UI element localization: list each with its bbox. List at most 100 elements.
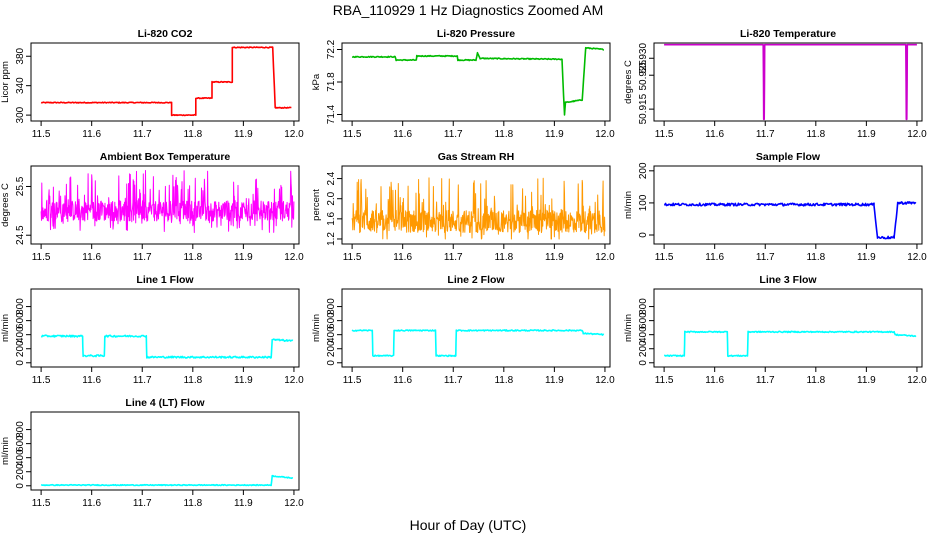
panel-4-title: Ambient Box Temperature (100, 151, 231, 163)
panel-5-ytick-label: 2.0 (326, 191, 337, 205)
panel-3-ytick-label: 50.925 (638, 59, 649, 90)
panel-5-xtick-label: 11.7 (444, 252, 463, 263)
panel-4-ytick-label: 25.5 (15, 176, 26, 196)
panel-6-xtick-label: 11.7 (756, 252, 775, 263)
panel-4-frame (30, 165, 300, 245)
panel-2-title: Li-820 Pressure (437, 28, 515, 40)
panel-7-xtick-label: 12.0 (284, 375, 304, 386)
panel-10-title: Line 4 (LT) Flow (125, 397, 205, 409)
panel-3-xtick-label: 11.9 (857, 129, 876, 140)
panel-3-xtick-label: 11.6 (705, 129, 724, 140)
panel-4-series-line (40, 170, 295, 233)
panel-2-xtick-label: 11.7 (444, 129, 463, 140)
panel-9-ylabel: ml/min (623, 314, 634, 342)
panel-10-xtick-label: 11.6 (82, 498, 101, 509)
panel-10-frame (30, 411, 300, 491)
panel-7-xtick-label: 11.5 (32, 375, 51, 386)
panel-6-ytick-label: 200 (638, 162, 649, 179)
panel-10-series-line (40, 474, 294, 487)
panel-2-series-line (351, 46, 605, 116)
panel-2-ytick-label: 71.4 (326, 104, 337, 124)
panel-6-title: Sample Flow (756, 151, 821, 163)
panel-2-xtick-label: 11.8 (494, 129, 513, 140)
panel-2-ylabel: kPa (311, 73, 322, 90)
panel-1-ytick-label: 380 (15, 47, 26, 64)
x-axis-label: Hour of Day (UTC) (409, 517, 527, 533)
panel-8-ytick-label: 600 (326, 312, 337, 329)
panel-2-xtick-label: 11.6 (393, 129, 412, 140)
panel-7-ytick-label: 200 (15, 340, 26, 357)
panel-10-xtick-label: 11.9 (234, 498, 253, 509)
panel-9-ytick-label: 0 (638, 360, 649, 366)
panel-8-series-line (351, 329, 605, 358)
panel-8-xtick-label: 12.0 (595, 375, 615, 386)
panel-1-ytick-label: 300 (15, 106, 26, 123)
panel-9-title: Line 3 Flow (759, 274, 817, 286)
panel-10-xtick-label: 12.0 (284, 498, 304, 509)
panel-10-ytick-label: 600 (15, 435, 26, 452)
panel-5-xtick-label: 11.8 (494, 252, 513, 263)
panel-1-xtick-label: 11.6 (82, 129, 101, 140)
panel-4-xtick-label: 11.9 (234, 252, 253, 263)
panel-1-frame (30, 42, 300, 122)
panel-2-xtick-label: 11.5 (343, 129, 362, 140)
panel-5-ytick-label: 2.4 (326, 171, 337, 185)
panel-1-title: Li-820 CO2 (138, 28, 193, 40)
panel-9-frame (653, 288, 923, 368)
panel-10-ytick-label: 400 (15, 449, 26, 466)
panel-1-xtick-label: 11.8 (183, 129, 202, 140)
panel-6-xtick-label: 11.6 (705, 252, 724, 263)
panel-5-xtick-label: 12.0 (595, 252, 615, 263)
panel-5-xtick-label: 11.5 (343, 252, 362, 263)
panel-4-xtick-label: 11.5 (32, 252, 51, 263)
panel-6-xtick-label: 11.8 (806, 252, 825, 263)
panel-8-ytick-label: 400 (326, 326, 337, 343)
panel-8-xtick-label: 11.5 (343, 375, 362, 386)
panel-5-xtick-label: 11.9 (545, 252, 564, 263)
panel-9-series-line (664, 330, 917, 358)
panel-9-ytick-label: 200 (638, 340, 649, 357)
figure-title: RBA_110929 1 Hz Diagnostics Zoomed AM (332, 2, 604, 18)
panel-7-series-line (40, 334, 294, 359)
panel-10-ytick-label: 200 (15, 463, 26, 480)
panel-9-xtick-label: 11.8 (806, 375, 825, 386)
panel-7-title: Line 1 Flow (136, 274, 194, 286)
panel-8-title: Line 2 Flow (447, 274, 505, 286)
panel-9-xtick-label: 11.5 (655, 375, 674, 386)
panel-1-xtick-label: 11.7 (133, 129, 152, 140)
panel-6-series-line (664, 201, 917, 240)
panel-4-ylabel: degrees C (0, 183, 11, 227)
panel-4-ytick-label: 24.5 (15, 225, 26, 245)
panel-2-ytick-label: 72.2 (326, 39, 337, 59)
panel-7-frame (30, 288, 300, 368)
panel-9-ytick-label: 400 (638, 326, 649, 343)
panel-7-ytick-label: 400 (15, 326, 26, 343)
panel-7-ylabel: ml/min (0, 314, 11, 342)
panel-9-xtick-label: 12.0 (907, 375, 927, 386)
panel-4-xtick-label: 11.8 (183, 252, 202, 263)
panel-1-xtick-label: 11.9 (234, 129, 253, 140)
panel-7-xtick-label: 11.9 (234, 375, 253, 386)
panel-2-frame (341, 42, 611, 122)
panel-10-ytick-label: 800 (15, 421, 26, 438)
panel-8-xtick-label: 11.8 (494, 375, 513, 386)
panel-8-ylabel: ml/min (311, 314, 322, 342)
panel-8-xtick-label: 11.6 (393, 375, 412, 386)
panel-7-xtick-label: 11.8 (183, 375, 202, 386)
panel-6-ytick-label: 0 (638, 232, 649, 238)
panel-4-xtick-label: 12.0 (284, 252, 304, 263)
panel-2-ytick-label: 71.8 (326, 72, 337, 92)
panel-7-ytick-label: 800 (15, 298, 26, 315)
panel-5-frame (341, 165, 611, 245)
panel-7-ytick-label: 0 (15, 360, 26, 366)
panel-8-frame (341, 288, 611, 368)
panel-3-frame (653, 42, 923, 122)
panel-5-title: Gas Stream RH (438, 151, 514, 163)
panel-3-title: Li-820 Temperature (740, 28, 836, 40)
panel-5-ytick-label: 1.6 (326, 211, 337, 225)
panel-6-xtick-label: 11.5 (655, 252, 674, 263)
panel-9-xtick-label: 11.9 (857, 375, 876, 386)
panel-5-series-line (351, 177, 606, 240)
panel-3-xtick-label: 11.7 (756, 129, 775, 140)
